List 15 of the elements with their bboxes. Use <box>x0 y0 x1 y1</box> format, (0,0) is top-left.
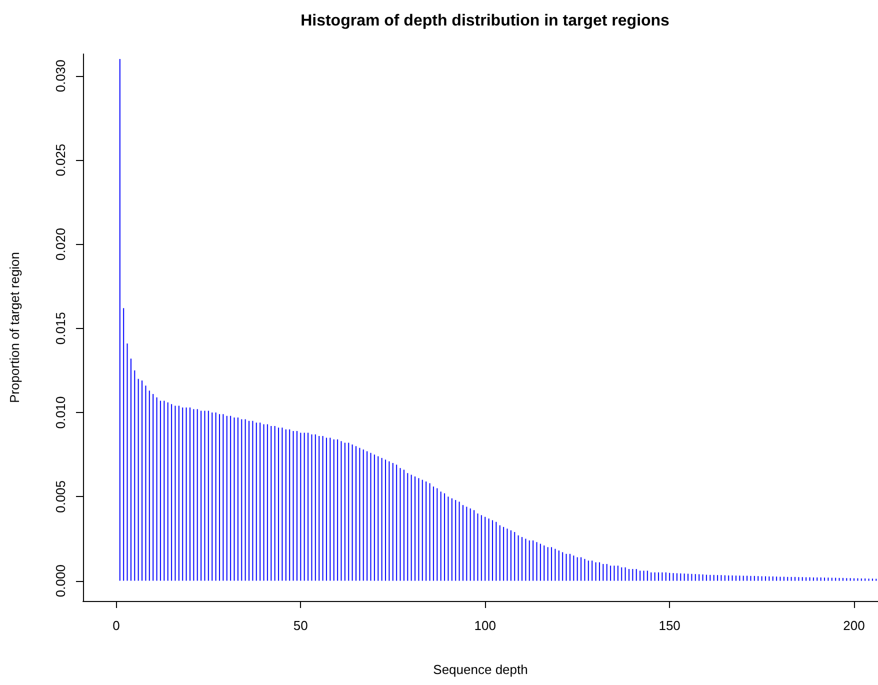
y-tick-label: 0.030 <box>53 60 68 92</box>
x-tick-label: 200 <box>843 618 865 633</box>
x-axis-title: Sequence depth <box>433 662 528 677</box>
y-tick-label: 0.005 <box>53 480 68 513</box>
x-tick-label: 150 <box>658 618 680 633</box>
x-tick-label: 100 <box>474 618 496 633</box>
y-tick-label: 0.025 <box>53 144 68 176</box>
y-tick-label: 0.010 <box>53 396 68 429</box>
x-tick-label: 50 <box>293 618 308 633</box>
y-tick-label: 0.000 <box>53 564 68 598</box>
y-tick-label: 0.020 <box>53 228 68 260</box>
y-tick-label: 0.015 <box>53 312 68 345</box>
x-tick-label: 0 <box>112 618 120 633</box>
chart-title: Histogram of depth distribution in target regions <box>300 12 670 30</box>
y-axis-title: Proportion of target region <box>7 252 22 404</box>
